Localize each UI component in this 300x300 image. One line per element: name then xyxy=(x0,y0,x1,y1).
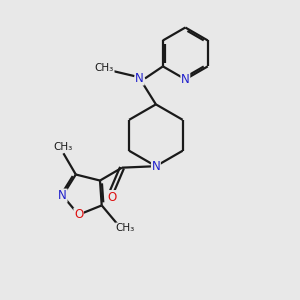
Text: O: O xyxy=(74,208,83,221)
Text: CH₃: CH₃ xyxy=(116,223,135,233)
Text: N: N xyxy=(135,72,144,85)
Text: N: N xyxy=(181,73,190,86)
Text: CH₃: CH₃ xyxy=(95,63,114,73)
Text: CH₃: CH₃ xyxy=(54,142,73,152)
Text: O: O xyxy=(107,190,116,204)
Text: N: N xyxy=(152,160,160,173)
Text: N: N xyxy=(58,189,67,202)
